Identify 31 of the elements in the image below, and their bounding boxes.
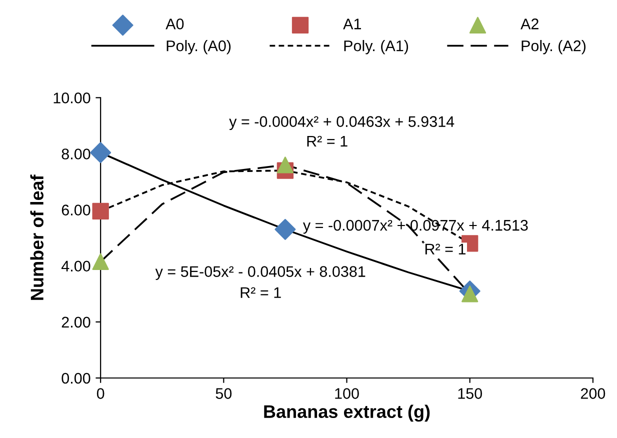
point (92, 253, 109, 270)
x-tick-label: 50 (216, 388, 232, 399)
y-tick-label: 4.00 (61, 260, 90, 272)
legend-label: Poly. (A1) (344, 40, 408, 54)
y-tick-label: 6.00 (62, 204, 90, 216)
annotation: R² = 1 (307, 136, 348, 146)
annotation: R² = 1 (240, 287, 281, 298)
y-tick-label: 0.00 (62, 372, 90, 384)
x-tick-label: 150 (458, 388, 482, 399)
point (90, 142, 112, 164)
annotation: y = -0.0004x² + 0.0463x + 5.9314 (229, 116, 454, 130)
y-tick-label: 2.00 (62, 316, 90, 328)
legend-label: Poly. (A2) (522, 40, 586, 54)
y-tick-label: 10.00 (54, 92, 90, 104)
point (274, 218, 296, 240)
legend-label: A2 (520, 18, 538, 30)
legend-label: A0 (166, 18, 184, 30)
annotation: y = -0.0007x² + 0.0977x + 4.1513 (302, 220, 528, 234)
x-axis-title: Bananas extract (g) (264, 404, 430, 422)
y-axis-title: Number of leaf (30, 174, 44, 300)
point (462, 286, 478, 302)
x-tick-label: 100 (335, 388, 359, 399)
annotation: y = 5E-05x² - 0.0405x + 8.0381 (155, 266, 366, 280)
y-tick-label: 8.00 (62, 148, 90, 160)
legend-label: A1 (343, 18, 361, 30)
x-tick-label: 0 (96, 388, 104, 399)
point (92, 202, 109, 220)
point (276, 156, 294, 174)
legend-label: Poly. (A0) (166, 40, 231, 54)
annotation: R² = 1 (425, 244, 466, 254)
x-tick-label: 200 (580, 388, 606, 399)
